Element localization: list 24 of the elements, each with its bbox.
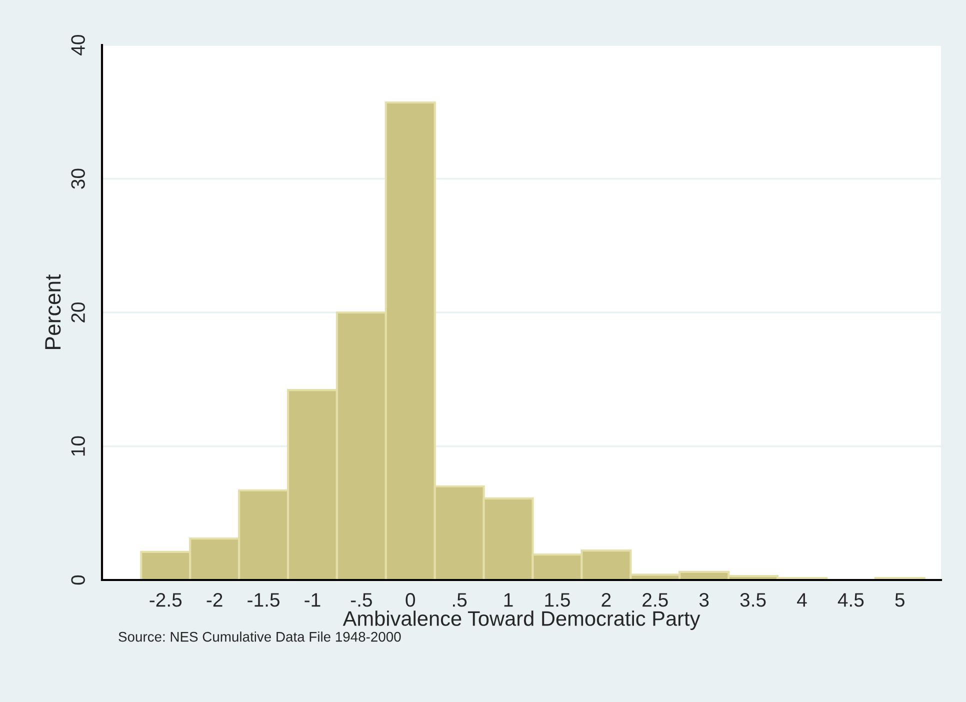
x-tick-label: -2 — [206, 593, 222, 607]
x-tick-label: 1 — [504, 593, 513, 607]
y-tick-label: 0 — [71, 575, 85, 585]
source-note: Source: NES Cumulative Data File 1948-2000 — [118, 632, 401, 642]
x-tick-label: 4 — [797, 593, 807, 607]
x-tick-label: -1 — [304, 593, 320, 607]
x-tick-label: -2.5 — [150, 593, 182, 607]
x-tick-label: 0 — [406, 593, 416, 607]
x-tick-label: -.5 — [350, 593, 372, 607]
y-axis-title: Percent — [45, 274, 61, 349]
x-tick-label: 5 — [895, 593, 904, 607]
y-tick-label: 10 — [71, 436, 85, 456]
x-tick-label: 1.5 — [545, 593, 570, 607]
y-tick-label: 20 — [71, 302, 85, 322]
x-tick-label: 4.5 — [838, 593, 864, 607]
x-tick-label: 3.5 — [740, 593, 766, 607]
y-tick-label: 40 — [71, 34, 85, 56]
x-tick-label: -1.5 — [248, 593, 280, 607]
x-tick-label: .5 — [453, 593, 467, 607]
x-tick-label: 2 — [602, 593, 611, 607]
x-tick-label: 3 — [699, 593, 709, 607]
x-axis-title: Ambivalence Toward Democratic Party — [342, 610, 700, 630]
x-tick-label: 2.5 — [642, 593, 668, 607]
y-tick-label: 30 — [71, 168, 85, 189]
